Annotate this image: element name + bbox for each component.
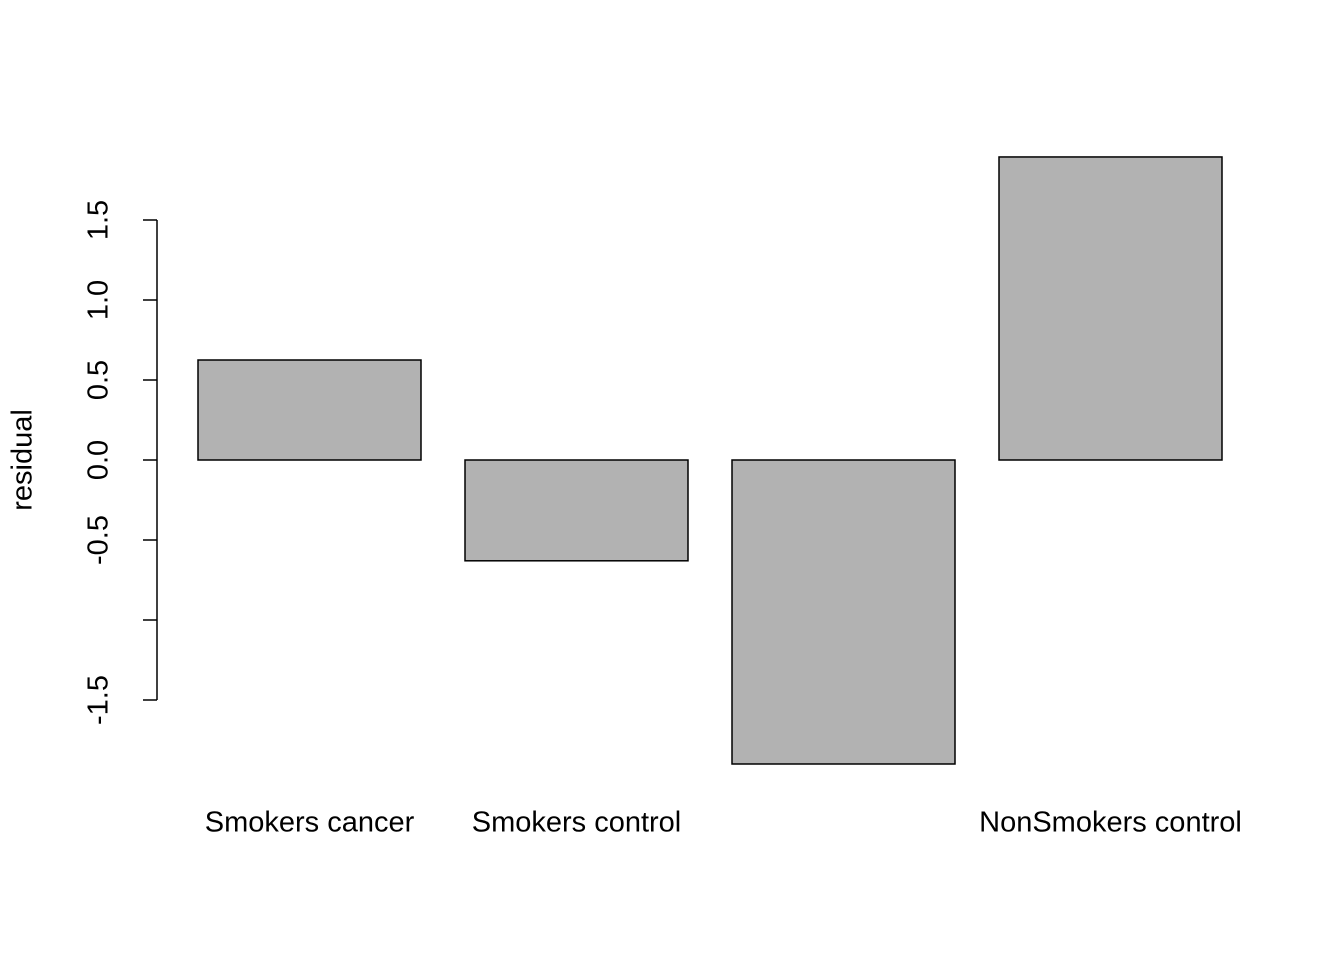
bar: [731, 459, 956, 765]
y-tick-label: 0.5: [83, 360, 115, 400]
y-tick-label: 0.0: [83, 440, 115, 480]
y-axis-label: residual: [7, 409, 39, 511]
x-tick-label: Smokers control: [472, 807, 682, 839]
y-tick-label: -0.5: [83, 515, 115, 565]
bar: [998, 156, 1223, 461]
bar: [197, 359, 422, 461]
bar: [464, 459, 689, 562]
y-tick-label: -1.5: [83, 675, 115, 725]
y-tick-label: 1.0: [83, 280, 115, 320]
y-tick-label: 1.5: [83, 200, 115, 240]
x-tick-label: Smokers cancer: [205, 807, 415, 839]
x-tick-label: NonSmokers control: [979, 807, 1242, 839]
